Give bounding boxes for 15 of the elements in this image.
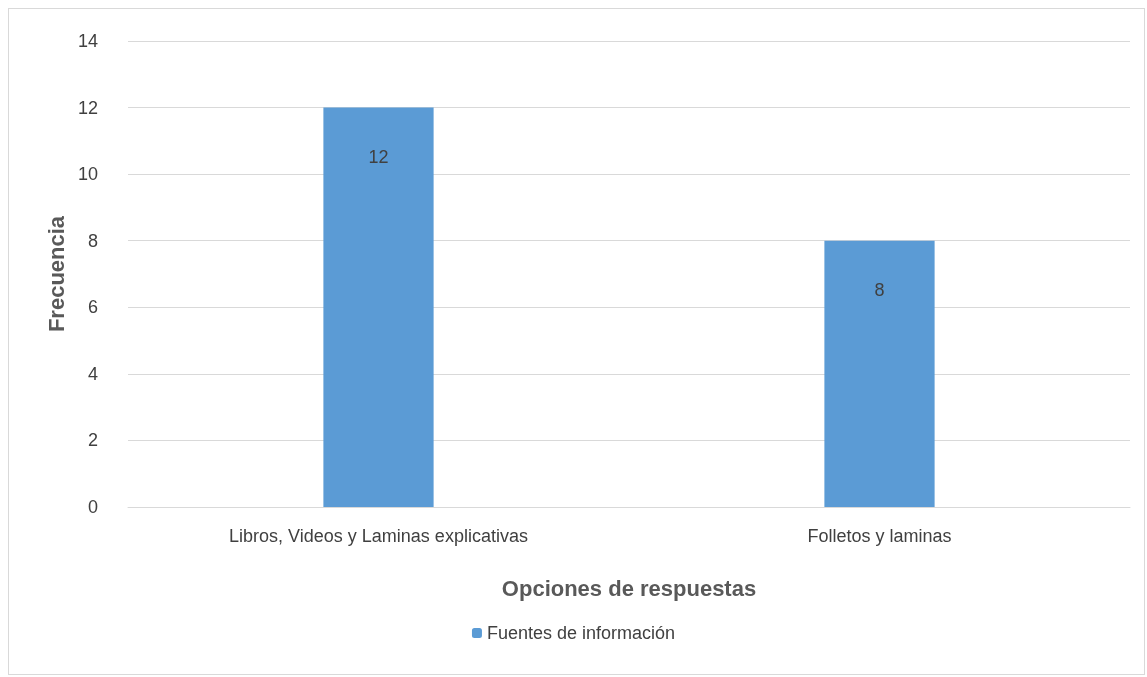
y-tick-label: 0	[87, 497, 98, 517]
legend-label: Fuentes de información	[486, 623, 676, 643]
y-axis-title: Frecuencia	[43, 215, 69, 333]
x-axis-title: Opciones de respuestas	[501, 575, 757, 601]
y-tick-label: 14	[77, 31, 98, 51]
y-tick-label: 2	[87, 430, 98, 451]
y-tick-label: 6	[87, 297, 98, 318]
x-tick-label: Libros, Videos y Laminas explicativas	[229, 526, 528, 546]
data-label: 12	[368, 146, 389, 167]
data-label: 8	[874, 279, 885, 300]
y-tick-label: 8	[87, 230, 98, 251]
x-tick-label: Folletos y laminas	[807, 526, 952, 546]
y-tick-label: 4	[87, 363, 98, 384]
y-tick-label: 10	[77, 164, 98, 185]
y-tick-label: 12	[77, 97, 98, 118]
